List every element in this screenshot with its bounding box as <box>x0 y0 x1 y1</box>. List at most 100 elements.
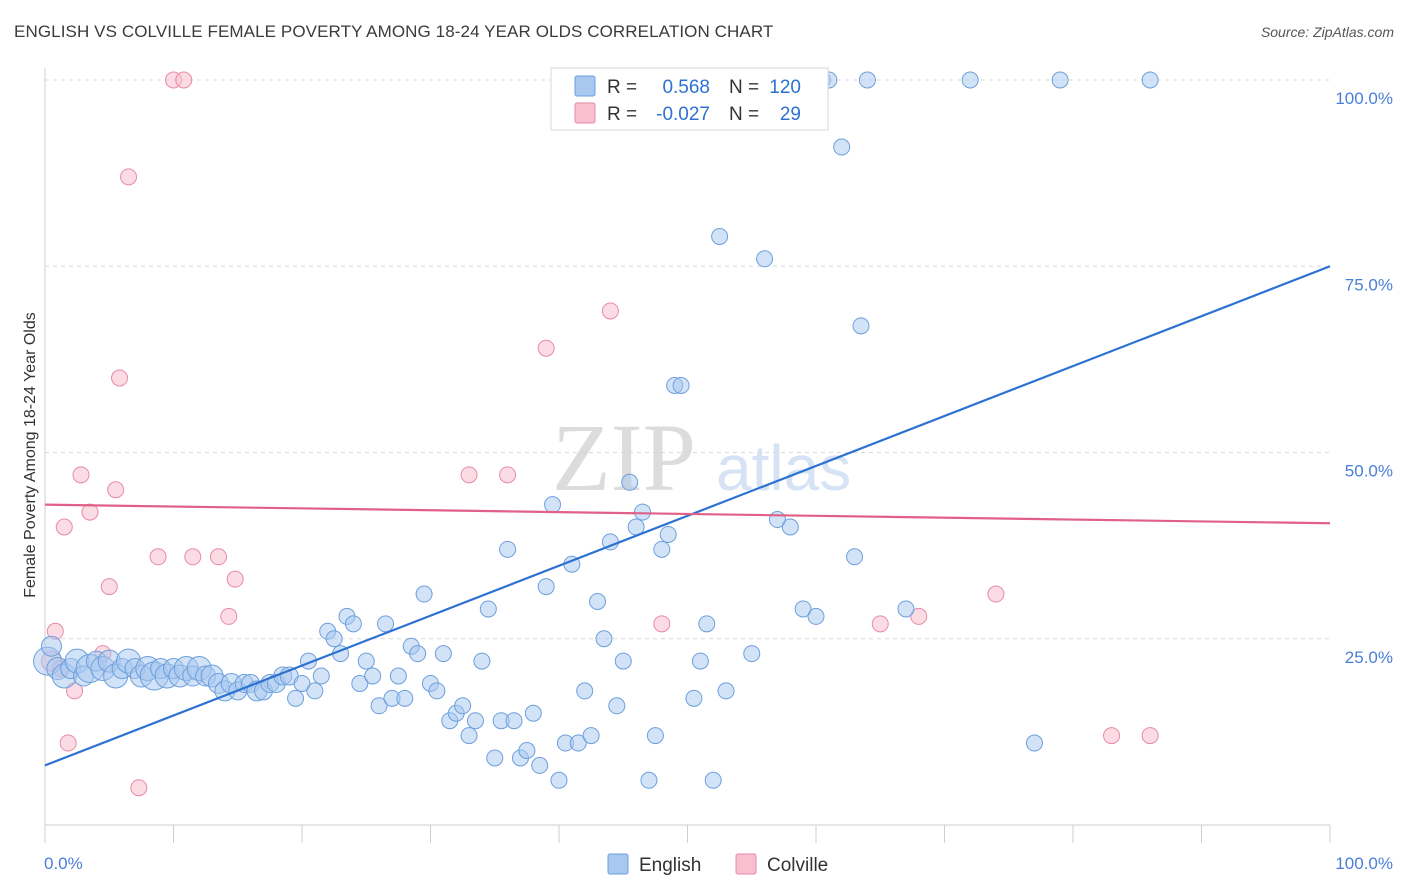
legend-colville-r-label: R = <box>607 104 637 125</box>
y-tick-label-0: 25.0% <box>1345 648 1393 667</box>
english-point <box>531 756 549 774</box>
english-point <box>833 138 851 156</box>
english-point <box>325 630 343 648</box>
colville-point <box>910 607 928 625</box>
watermark: ZIP atlas <box>552 404 851 511</box>
english-point <box>634 503 652 521</box>
legend-english-swatch <box>574 75 596 97</box>
english-point <box>614 652 632 670</box>
english-point <box>961 71 979 89</box>
correlation-legend: R = 0.568 N = 120 R = -0.027 N = 29 <box>550 67 829 131</box>
legend-english-r-label: R = <box>607 77 637 98</box>
english-point <box>691 652 709 670</box>
english-point <box>499 540 517 558</box>
y-tick-label-3: 100.0% <box>1335 89 1393 108</box>
colville-point <box>81 503 99 521</box>
bottom-legend-english-label: English <box>639 855 701 876</box>
colville-trendline <box>44 503 1331 525</box>
english-point <box>653 540 671 558</box>
english-point <box>659 525 677 543</box>
colville-point <box>184 548 202 566</box>
colville-point <box>653 615 671 633</box>
english-point <box>473 652 491 670</box>
series-legend: English Colville <box>607 853 828 876</box>
legend-colville-swatch <box>574 102 596 124</box>
english-point <box>466 712 484 730</box>
english-trendline <box>44 265 1331 767</box>
legend-english-n-label: N = <box>729 77 759 98</box>
english-point <box>351 674 369 692</box>
colville-point <box>120 168 138 186</box>
english-point <box>807 607 825 625</box>
english-point <box>518 742 536 759</box>
english-point <box>396 689 414 707</box>
english-point <box>486 749 504 767</box>
english-point <box>415 585 433 603</box>
english-point <box>544 496 562 514</box>
colville-point <box>499 466 517 484</box>
chart-title: ENGLISH VS COLVILLE FEMALE POVERTY AMONG… <box>14 22 774 41</box>
english-point <box>454 697 472 715</box>
english-point <box>794 600 812 618</box>
colville-point <box>987 585 1005 603</box>
english-point <box>621 473 639 491</box>
colville-point <box>220 607 238 625</box>
colville-point <box>59 734 77 752</box>
bottom-legend-colville-label: Colville <box>767 855 828 876</box>
english-point <box>344 615 362 633</box>
bottom-legend-english-swatch <box>607 853 629 875</box>
x-tick-label-1: 100.0% <box>1335 854 1393 873</box>
english-point <box>428 682 446 700</box>
english-point <box>846 548 864 566</box>
english-point <box>312 667 330 685</box>
gridlines <box>45 79 1330 640</box>
legend-box <box>550 67 829 131</box>
english-point <box>646 727 664 745</box>
english-point <box>640 771 658 789</box>
colville-point <box>107 481 125 499</box>
english-point <box>1051 71 1069 89</box>
axes <box>44 68 1331 843</box>
watermark-atlas: atlas <box>716 432 851 504</box>
colville-point <box>460 466 478 484</box>
english-point <box>576 682 594 700</box>
english-point <box>364 667 382 685</box>
english-point <box>505 712 523 730</box>
english-point <box>1025 734 1043 752</box>
english-point <box>389 667 407 685</box>
trendlines <box>44 265 1331 767</box>
english-point <box>550 771 568 789</box>
english-point <box>717 682 735 700</box>
legend-colville-n-value: 29 <box>780 104 801 125</box>
x-tick-label-0: 0.0% <box>44 854 83 873</box>
y-tick-label-2: 75.0% <box>1345 275 1393 294</box>
colville-point <box>601 302 619 320</box>
english-point <box>569 734 587 752</box>
english-point <box>608 697 626 715</box>
colville-point <box>871 615 889 633</box>
english-point <box>858 71 876 89</box>
colville-point <box>175 71 193 89</box>
english-point <box>460 727 478 745</box>
english-point <box>743 645 761 663</box>
colville-point <box>111 369 129 387</box>
bottom-legend-colville-swatch <box>735 853 757 875</box>
colville-point <box>537 339 555 357</box>
english-point <box>357 652 375 670</box>
english-point <box>589 593 607 610</box>
english-point <box>377 615 395 633</box>
colville-point <box>72 466 90 484</box>
english-point <box>897 600 915 618</box>
english-point <box>698 615 716 633</box>
y-axis-label: Female Poverty Among 18-24 Year Olds <box>22 312 39 598</box>
colville-point <box>130 779 148 797</box>
watermark-zip: ZIP <box>552 404 696 511</box>
english-point <box>40 635 62 657</box>
english-point <box>704 771 722 789</box>
tick-labels: 25.0% 50.0% 75.0% 100.0% 0.0% 100.0% <box>44 89 1393 873</box>
colville-point <box>1103 727 1121 745</box>
legend-english-r-value: 0.568 <box>662 77 710 98</box>
english-point <box>370 697 388 715</box>
english-point <box>524 704 542 722</box>
y-tick-label-1: 50.0% <box>1345 462 1393 481</box>
